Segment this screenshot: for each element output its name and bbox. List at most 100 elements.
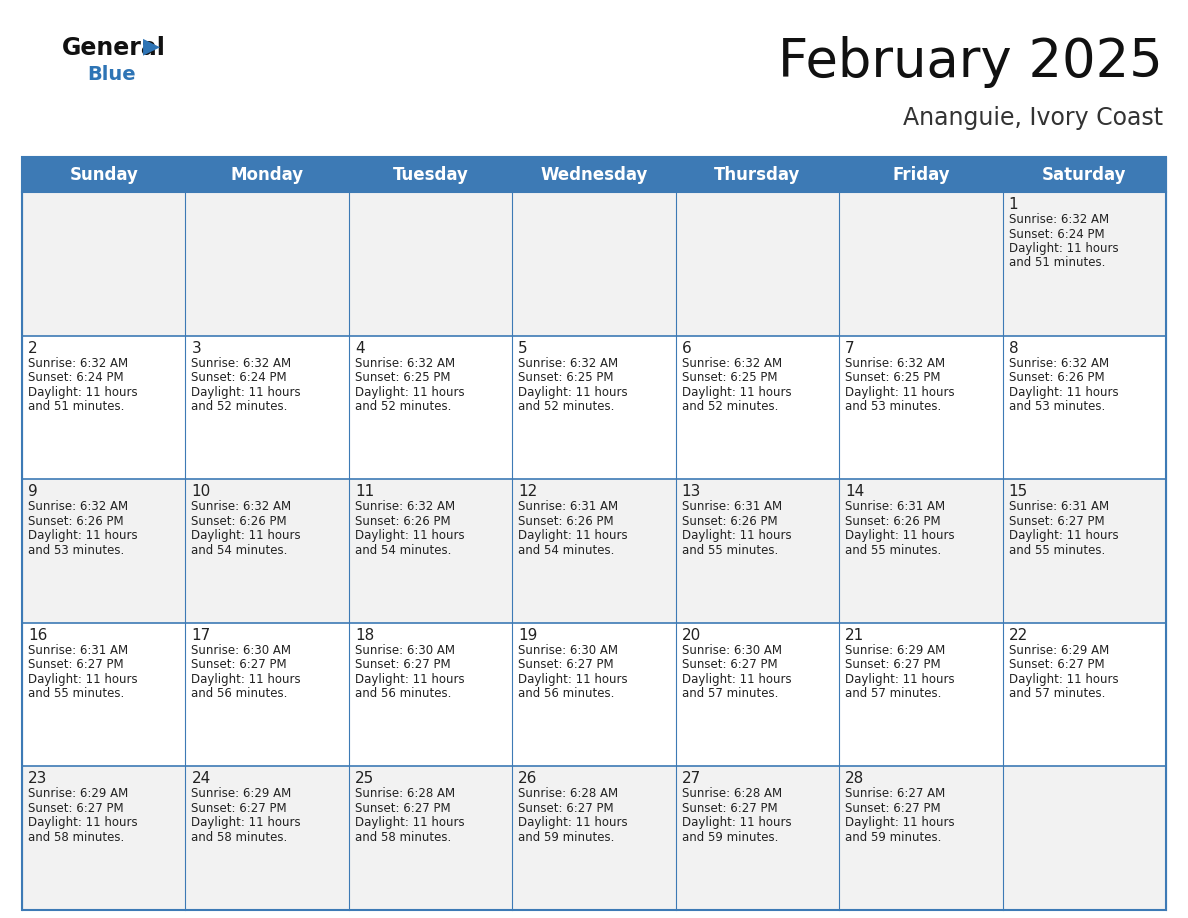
Text: Sunset: 6:27 PM: Sunset: 6:27 PM (191, 658, 287, 671)
Text: 26: 26 (518, 771, 538, 787)
Text: 15: 15 (1009, 484, 1028, 499)
Text: Daylight: 11 hours: Daylight: 11 hours (518, 529, 628, 543)
Text: 2: 2 (29, 341, 38, 355)
Bar (512, 157, 676, 192)
Text: Tuesday: Tuesday (392, 165, 468, 184)
Text: 12: 12 (518, 484, 537, 499)
Text: Sunset: 6:27 PM: Sunset: 6:27 PM (682, 802, 777, 815)
Text: 16: 16 (29, 628, 48, 643)
Text: Daylight: 11 hours: Daylight: 11 hours (29, 673, 138, 686)
Text: and 54 minutes.: and 54 minutes. (191, 543, 287, 556)
Text: General: General (62, 36, 166, 60)
Text: Daylight: 11 hours: Daylight: 11 hours (191, 816, 301, 829)
Text: Sunset: 6:24 PM: Sunset: 6:24 PM (191, 371, 287, 384)
Text: Sunrise: 6:32 AM: Sunrise: 6:32 AM (355, 500, 455, 513)
Text: Sunset: 6:27 PM: Sunset: 6:27 PM (682, 658, 777, 671)
Text: Sunrise: 6:29 AM: Sunrise: 6:29 AM (29, 788, 128, 800)
Text: Daylight: 11 hours: Daylight: 11 hours (682, 816, 791, 829)
Text: Sunset: 6:26 PM: Sunset: 6:26 PM (191, 515, 287, 528)
Bar (676, 767, 839, 910)
Bar (23, 336, 185, 479)
Text: 19: 19 (518, 628, 538, 643)
Bar (1003, 767, 1165, 910)
Text: Sunset: 6:27 PM: Sunset: 6:27 PM (845, 802, 941, 815)
Bar (349, 622, 512, 767)
Bar (512, 479, 676, 622)
Text: Sunday: Sunday (69, 165, 138, 184)
Text: and 55 minutes.: and 55 minutes. (29, 688, 125, 700)
Bar (23, 622, 185, 767)
Text: Sunrise: 6:31 AM: Sunrise: 6:31 AM (29, 644, 128, 656)
Text: Daylight: 11 hours: Daylight: 11 hours (682, 673, 791, 686)
Text: and 52 minutes.: and 52 minutes. (191, 400, 287, 413)
Text: Daylight: 11 hours: Daylight: 11 hours (29, 529, 138, 543)
Text: Daylight: 11 hours: Daylight: 11 hours (682, 386, 791, 398)
Bar (185, 622, 349, 767)
Bar (1003, 157, 1165, 192)
Text: Sunset: 6:27 PM: Sunset: 6:27 PM (845, 658, 941, 671)
Text: 6: 6 (682, 341, 691, 355)
Text: Sunset: 6:27 PM: Sunset: 6:27 PM (518, 658, 614, 671)
Text: Sunset: 6:26 PM: Sunset: 6:26 PM (355, 515, 450, 528)
Text: 20: 20 (682, 628, 701, 643)
Text: Monday: Monday (230, 165, 304, 184)
Bar (839, 479, 1003, 622)
Text: Sunset: 6:27 PM: Sunset: 6:27 PM (29, 802, 124, 815)
Text: ▶: ▶ (143, 36, 160, 56)
Text: Sunrise: 6:32 AM: Sunrise: 6:32 AM (682, 356, 782, 370)
Bar (1003, 622, 1165, 767)
Text: and 55 minutes.: and 55 minutes. (1009, 543, 1105, 556)
Bar (512, 192, 676, 336)
Text: and 52 minutes.: and 52 minutes. (682, 400, 778, 413)
Text: Sunrise: 6:30 AM: Sunrise: 6:30 AM (355, 644, 455, 656)
Text: and 58 minutes.: and 58 minutes. (29, 831, 125, 844)
Text: 3: 3 (191, 341, 201, 355)
Text: and 57 minutes.: and 57 minutes. (845, 688, 942, 700)
Text: Sunset: 6:24 PM: Sunset: 6:24 PM (1009, 228, 1104, 241)
Text: 28: 28 (845, 771, 865, 787)
Text: Blue: Blue (87, 65, 135, 84)
Text: Sunrise: 6:31 AM: Sunrise: 6:31 AM (518, 500, 619, 513)
Text: Sunrise: 6:31 AM: Sunrise: 6:31 AM (682, 500, 782, 513)
Text: 17: 17 (191, 628, 210, 643)
Text: and 55 minutes.: and 55 minutes. (682, 543, 778, 556)
Text: Sunset: 6:25 PM: Sunset: 6:25 PM (518, 371, 614, 384)
Text: 9: 9 (29, 484, 38, 499)
Bar (839, 157, 1003, 192)
Bar (1003, 479, 1165, 622)
Text: and 56 minutes.: and 56 minutes. (518, 688, 614, 700)
Text: Sunset: 6:26 PM: Sunset: 6:26 PM (845, 515, 941, 528)
Text: Sunset: 6:25 PM: Sunset: 6:25 PM (682, 371, 777, 384)
Text: Daylight: 11 hours: Daylight: 11 hours (1009, 386, 1118, 398)
Text: Daylight: 11 hours: Daylight: 11 hours (518, 386, 628, 398)
Text: Daylight: 11 hours: Daylight: 11 hours (518, 816, 628, 829)
Text: February 2025: February 2025 (778, 36, 1163, 88)
Text: Daylight: 11 hours: Daylight: 11 hours (1009, 673, 1118, 686)
Bar (512, 767, 676, 910)
Text: Sunset: 6:25 PM: Sunset: 6:25 PM (845, 371, 941, 384)
Text: Daylight: 11 hours: Daylight: 11 hours (191, 386, 301, 398)
Text: Sunset: 6:24 PM: Sunset: 6:24 PM (29, 371, 124, 384)
Text: Sunrise: 6:32 AM: Sunrise: 6:32 AM (29, 356, 128, 370)
Text: Sunrise: 6:32 AM: Sunrise: 6:32 AM (29, 500, 128, 513)
Text: and 58 minutes.: and 58 minutes. (355, 831, 451, 844)
Text: Sunrise: 6:28 AM: Sunrise: 6:28 AM (518, 788, 619, 800)
Text: and 54 minutes.: and 54 minutes. (355, 543, 451, 556)
Text: and 53 minutes.: and 53 minutes. (1009, 400, 1105, 413)
Bar (512, 336, 676, 479)
Text: Sunset: 6:26 PM: Sunset: 6:26 PM (518, 515, 614, 528)
Text: Sunrise: 6:32 AM: Sunrise: 6:32 AM (1009, 213, 1108, 226)
Text: 21: 21 (845, 628, 865, 643)
Bar (839, 622, 1003, 767)
Text: Sunrise: 6:31 AM: Sunrise: 6:31 AM (845, 500, 946, 513)
Text: 25: 25 (355, 771, 374, 787)
Text: 1: 1 (1009, 197, 1018, 212)
Text: Daylight: 11 hours: Daylight: 11 hours (682, 529, 791, 543)
Bar (23, 157, 185, 192)
Text: Sunrise: 6:28 AM: Sunrise: 6:28 AM (355, 788, 455, 800)
Text: 13: 13 (682, 484, 701, 499)
Text: Thursday: Thursday (714, 165, 801, 184)
Text: Sunrise: 6:27 AM: Sunrise: 6:27 AM (845, 788, 946, 800)
Text: and 52 minutes.: and 52 minutes. (518, 400, 614, 413)
Bar (185, 192, 349, 336)
